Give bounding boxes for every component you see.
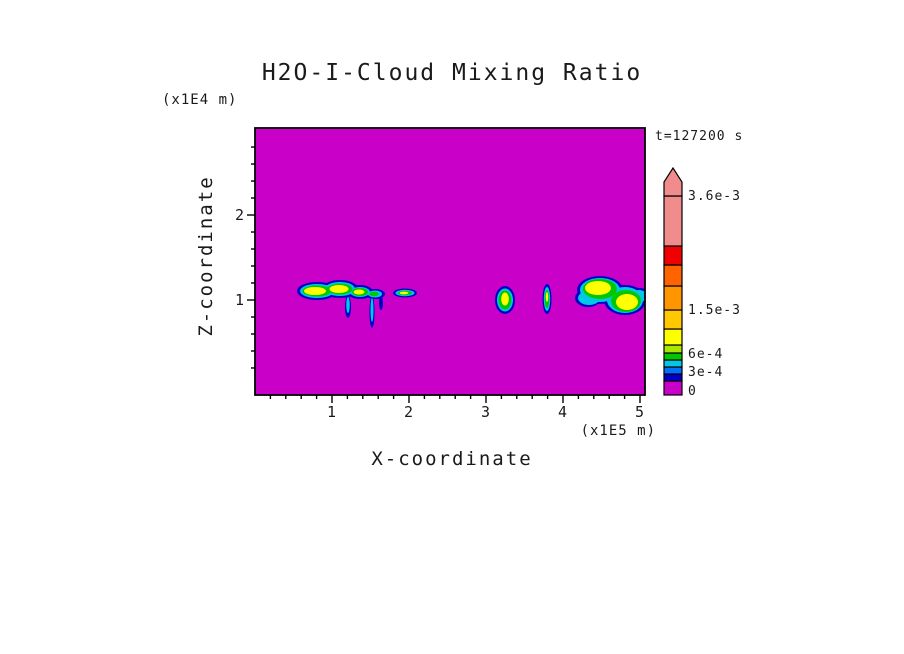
time-annotation: t=127200 s [655, 129, 744, 144]
colorbar-segment [663, 352, 683, 361]
y-tick-label: 1 [235, 291, 245, 309]
colorbar-label: 0 [688, 384, 697, 399]
field-background [255, 128, 645, 395]
cloud-feature-small-streak [393, 288, 417, 298]
x-tick-label: 4 [558, 403, 568, 421]
colorbar-overflow-arrow [663, 166, 683, 197]
colorbar-segment [663, 328, 683, 346]
colorbar-segment [663, 309, 683, 330]
colorbar-segment [663, 264, 683, 287]
colorbar-segment [663, 366, 683, 375]
colorbar-segment [663, 373, 683, 382]
colorbar-segment [663, 344, 683, 354]
colorbar-segment [663, 359, 683, 368]
cloud-feature-left-cloud [297, 280, 385, 328]
cloud-feature-thin-streak [542, 284, 552, 314]
plot-border [254, 127, 646, 396]
chart-title: H2O-I-Cloud Mixing Ratio [261, 60, 643, 86]
colorbar-label: 6e-4 [688, 347, 723, 362]
colorbar: 3.6e-3 1.5e-3 6e-4 3e-4 0 [663, 166, 741, 399]
x-tick-label: 1 [327, 403, 337, 421]
x-axis-label: X-coordinate [371, 448, 533, 470]
colorbar-segment [663, 285, 683, 311]
x-tick-label: 5 [635, 403, 645, 421]
colorbar-segment [663, 195, 683, 247]
y-tick-label: 2 [235, 206, 245, 224]
y-axis-units: (x1E4 m) [162, 92, 238, 108]
x-tick-label: 2 [404, 403, 414, 421]
y-axis-ticks: 12 [235, 146, 255, 369]
colorbar-label: 3.6e-3 [688, 189, 741, 204]
colorbar-segment [663, 380, 683, 396]
colorbar-label: 3e-4 [688, 365, 723, 380]
x-axis-units: (x1E5 m) [580, 423, 656, 439]
cloud-features [297, 276, 645, 328]
x-tick-label: 3 [481, 403, 491, 421]
cloud-feature-mid-blob [495, 286, 515, 314]
cloud-feature-right-cloud [575, 276, 645, 315]
x-axis-ticks: 1 2 3 4 5 [269, 395, 645, 421]
colorbar-label: 1.5e-3 [688, 303, 741, 318]
colorbar-segment [663, 245, 683, 266]
